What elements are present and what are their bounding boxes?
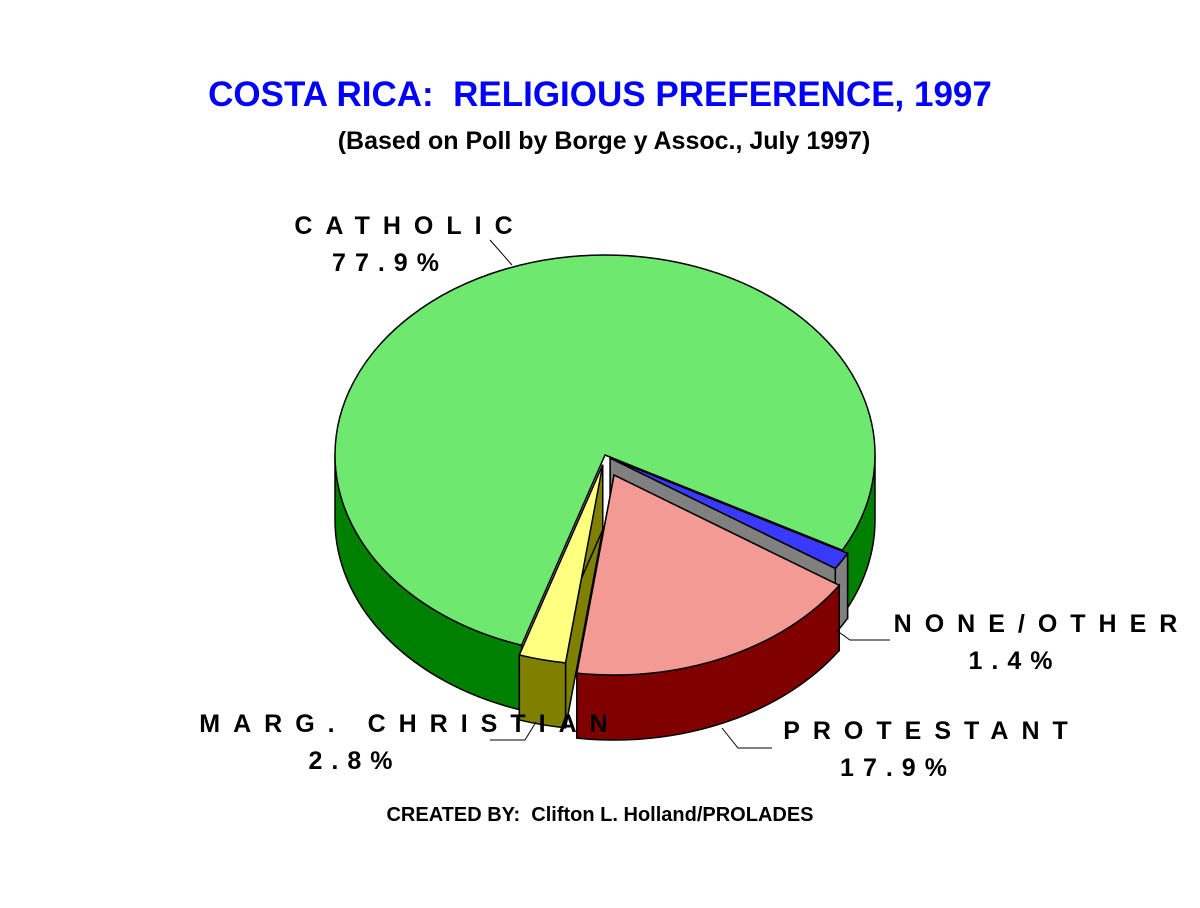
chart-subtitle: (Based on Poll by Borge y Assoc., July 1… (338, 127, 871, 155)
slice-value-label: 77.9% (332, 249, 448, 277)
slice-value-label: 17.9% (840, 754, 956, 782)
pie-slice (334, 254, 876, 647)
chart-title: COSTA RICA: RELIGIOUS PREFERENCE, 1997 (208, 75, 992, 114)
chart-footer: CREATED BY: Clifton L. Holland/PROLADES (386, 804, 813, 826)
slice-label: MARG. CHRISTIAN (199, 710, 620, 738)
pie-slice (518, 464, 604, 664)
slice-label: NONE/OTHER (894, 610, 1191, 638)
leader-line (490, 721, 537, 741)
slice-value-label: 2.8% (309, 747, 402, 775)
labels: CATHOLIC 77.9% NONE/OTHER 1.4% PROTESTANT 17.… (199, 212, 1191, 782)
pie-slice (575, 473, 841, 676)
slice-label: CATHOLIC (294, 212, 525, 240)
leader-line (489, 239, 513, 266)
leader-line (721, 727, 772, 749)
leader-line (835, 629, 890, 641)
pie-slice (609, 457, 849, 570)
slice-label: PROTESTANT (783, 717, 1081, 745)
slice-value-label: 1.4% (969, 647, 1062, 675)
pie (334, 254, 876, 741)
